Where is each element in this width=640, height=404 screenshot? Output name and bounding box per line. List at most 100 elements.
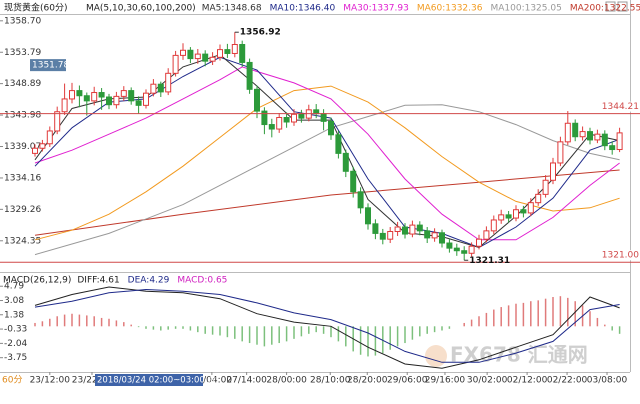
candle-body xyxy=(587,131,593,141)
candle-body xyxy=(69,90,75,100)
price-line-label-bg xyxy=(610,250,640,261)
x-tick-label: 23/22:00 xyxy=(72,376,113,386)
x-tick-label: 29/16:00 xyxy=(425,376,466,386)
candle-body xyxy=(187,49,194,60)
candle-body xyxy=(409,224,416,235)
candle-body xyxy=(505,214,512,219)
y-tick-label: 1339.07 xyxy=(4,142,41,152)
candle-body xyxy=(535,193,542,204)
chart-title: 现货黄金(60分) xyxy=(4,2,67,14)
candle-body xyxy=(120,90,127,97)
candle-body xyxy=(254,88,260,112)
price-line-label: 1344.21 xyxy=(602,102,639,112)
candle-body xyxy=(98,92,105,98)
candle-body xyxy=(180,49,186,56)
x-tick-label: 23/12:00 xyxy=(30,376,71,386)
candle-body xyxy=(261,110,268,126)
candle-body xyxy=(291,113,297,123)
candle-body xyxy=(564,122,571,143)
watermark-logo xyxy=(425,345,447,367)
candle-body xyxy=(246,61,253,90)
x-tick-label: 27/04:00 xyxy=(192,376,233,386)
candle-body xyxy=(601,133,608,147)
legend-entry: MACD:0.65 xyxy=(177,276,227,286)
x-tick-label: 28/20:00 xyxy=(347,376,388,386)
y-tick-label: -0.33 xyxy=(4,325,27,335)
candle-body xyxy=(39,143,46,149)
candle-body xyxy=(342,152,349,172)
cursor-time: 2018/03/24 02:00~03:00 六 xyxy=(97,375,217,386)
legend-entry: DEA:4.29 xyxy=(128,276,170,286)
legend-entry: MA60:1332.36 xyxy=(417,4,483,14)
candle-body xyxy=(209,56,216,62)
x-tick-label: 03/08:00 xyxy=(587,376,628,386)
candle-body xyxy=(335,134,342,154)
x-tick-label: 28/10:00 xyxy=(310,376,351,386)
candle-body xyxy=(283,117,290,123)
candle-body xyxy=(365,207,371,225)
crosshair-price-box xyxy=(30,59,66,72)
annotation: 1321.31 xyxy=(469,256,510,266)
candle-body xyxy=(372,223,379,234)
candle-body xyxy=(424,230,431,239)
candle-body xyxy=(239,44,246,63)
candle-body xyxy=(143,92,149,106)
x-tick-label: 02/12:00 xyxy=(507,376,548,386)
candle-body xyxy=(61,98,68,113)
candle-body xyxy=(350,170,357,193)
candle-body xyxy=(172,54,179,74)
y-tick-label: 1348.89 xyxy=(4,79,41,89)
candle-body xyxy=(483,230,490,240)
y-tick-label: 1334.16 xyxy=(4,173,41,183)
candle-body xyxy=(165,72,172,93)
candle-body xyxy=(387,230,394,240)
candle-body xyxy=(268,124,275,130)
candle-body xyxy=(439,232,445,244)
y-tick-label: 4.79 xyxy=(4,282,24,292)
candle-body xyxy=(83,95,90,102)
candle-body xyxy=(320,113,327,122)
cursor-time-box xyxy=(95,374,203,386)
candle-body xyxy=(431,232,438,239)
candle-body xyxy=(579,131,586,138)
candle-body xyxy=(527,202,534,214)
candle-body xyxy=(616,132,623,151)
candle-body xyxy=(572,122,579,138)
legend-entry: DIFF:4.61 xyxy=(77,276,119,286)
x-tick-label: 29/06:00 xyxy=(387,376,428,386)
candle-body xyxy=(476,238,482,247)
panel-button[interactable] xyxy=(617,1,628,12)
candle-body xyxy=(542,179,549,195)
x-tick-label: 28/00:00 xyxy=(266,376,307,386)
candle-body xyxy=(313,109,320,115)
legend-entry: MA200:1322.55 xyxy=(570,4,640,14)
y-tick-label: 1.38 xyxy=(4,310,24,320)
y-tick-label: 1343.98 xyxy=(4,111,41,121)
x-tick-label: 30/02:00 xyxy=(467,376,508,386)
candle-body xyxy=(46,130,53,145)
candle-body xyxy=(106,96,112,106)
macd-title: MACD(26,12,9) xyxy=(3,276,71,286)
candle-body xyxy=(202,53,209,62)
price-line-label-bg xyxy=(610,101,640,112)
candle-body xyxy=(468,245,475,254)
candle-body xyxy=(328,120,334,136)
candle-body xyxy=(394,226,401,232)
candle-body xyxy=(157,83,164,93)
candle-body xyxy=(520,209,527,214)
ma-line xyxy=(34,288,620,363)
candle-body xyxy=(54,111,61,132)
panel-button[interactable] xyxy=(605,1,616,12)
y-tick-label: 1353.79 xyxy=(4,48,41,58)
y-tick-label: 1329.26 xyxy=(4,205,41,215)
x-tick-label: 27/14:00 xyxy=(226,376,267,386)
candle-body xyxy=(402,226,408,235)
candle-body xyxy=(609,145,616,151)
candle-body xyxy=(550,162,556,181)
candle-body xyxy=(91,92,98,102)
legend-entry: MA30:1337.93 xyxy=(343,4,409,14)
candle-body xyxy=(513,209,519,219)
ma-line xyxy=(34,66,620,241)
